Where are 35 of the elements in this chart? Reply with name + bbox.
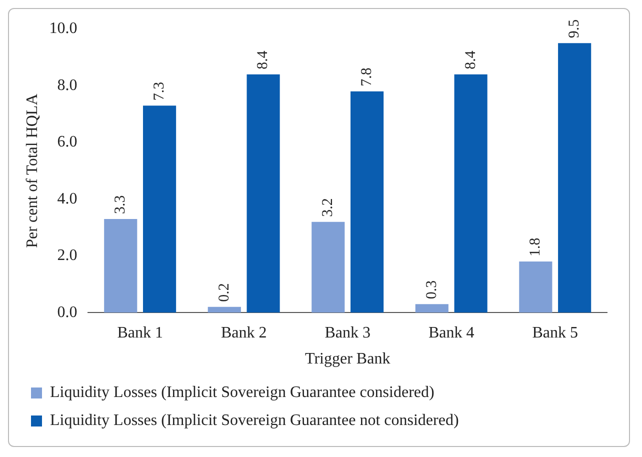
y-tick-label: 4.0 (57, 190, 78, 208)
x-tick-label: Bank 2 (220, 324, 267, 342)
bar (558, 43, 592, 313)
y-tick-label: 2.0 (57, 247, 78, 264)
y-tick-label: 0.0 (57, 304, 78, 321)
bar (143, 106, 176, 313)
data-label: 8.4 (255, 50, 272, 70)
x-tick-label: Bank 3 (324, 324, 370, 342)
data-label: 7.3 (151, 82, 168, 101)
bar (104, 219, 138, 313)
data-label: 0.2 (216, 283, 232, 302)
y-tick-label: 8.0 (57, 76, 78, 94)
x-tick-label: Bank 4 (428, 324, 474, 342)
legend-label: Liquidity Losses (Implicit Sovereign Guarantee not considered) (50, 412, 459, 430)
data-label: 0.3 (424, 280, 440, 300)
legend-label: Liquidity Losses (Implicit Sovereign Guarantee considered) (50, 384, 434, 402)
data-label: 7.8 (358, 68, 375, 86)
x-tick-label: Bank 5 (532, 324, 578, 342)
bar (519, 262, 552, 313)
data-label: 9.5 (566, 19, 583, 38)
y-axis-title: Per cent of Total HQLA (24, 93, 41, 248)
data-label: 3.2 (320, 198, 336, 217)
data-label: 3.3 (112, 195, 129, 214)
data-label: 8.4 (462, 50, 479, 70)
bar (208, 306, 241, 313)
bar (246, 74, 280, 313)
bar (312, 222, 345, 313)
y-tick-label: 6.0 (57, 134, 78, 151)
y-tick-label: 10.0 (49, 20, 78, 38)
bar (454, 74, 488, 313)
x-axis-title: Trigger Bank (305, 350, 390, 368)
bar (415, 304, 448, 313)
bar (350, 91, 384, 313)
data-label: 1.8 (528, 238, 544, 257)
x-tick-label: Bank 1 (117, 324, 163, 342)
